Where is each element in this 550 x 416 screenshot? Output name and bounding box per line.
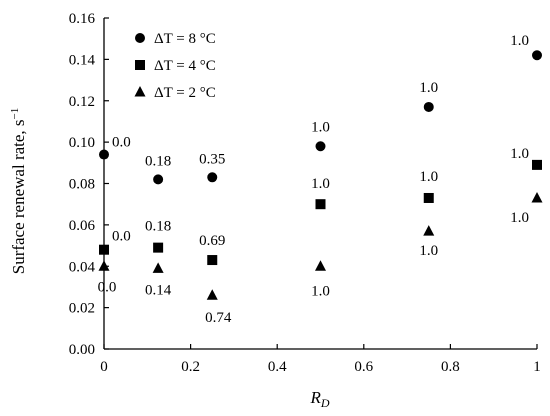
plot-area: 0.000.020.040.060.080.100.120.140.16 0 0.…	[69, 11, 543, 375]
triangle-marker	[423, 225, 435, 236]
y-tick-label: 0.12	[69, 94, 95, 110]
data-label: 0.18	[145, 153, 171, 169]
square-marker	[99, 244, 109, 255]
x-tick-label: 0.2	[181, 359, 200, 375]
y-axis-title-text: Surface renewal rate, s	[9, 119, 28, 274]
y-tick-label: 0.02	[69, 301, 95, 317]
data-label: 0.0	[112, 229, 131, 245]
data-marks	[98, 50, 543, 300]
y-axis-ticks: 0.00 0.02 0.04 0.06 0.08 0.10 0.12 0.14 0.16	[69, 11, 109, 358]
triangle-marker	[531, 191, 543, 203]
square-marker	[423, 192, 434, 203]
y-tick-label: 0.14	[69, 52, 96, 68]
data-label: 0.35	[199, 151, 225, 167]
data-label: 1.0	[311, 283, 330, 299]
x-axis-title-subscript: D	[320, 396, 330, 410]
data-label: 0.74	[205, 310, 232, 326]
data-label: 1.0	[311, 176, 330, 192]
legend-circle-marker	[135, 33, 145, 43]
y-tick-label: 0.00	[69, 342, 95, 358]
circle-marker	[153, 174, 164, 185]
y-tick-label: 0.08	[69, 177, 95, 193]
y-tick-label: 0.06	[69, 218, 96, 234]
square-marker	[532, 159, 542, 170]
legend: ΔT = 8 °C ΔT = 4 °C ΔT = 2 °C	[134, 31, 216, 101]
data-label: 1.0	[419, 243, 438, 259]
square-marker	[207, 255, 218, 266]
square-marker	[315, 199, 326, 210]
data-label: 1.0	[419, 169, 438, 185]
triangle-marker	[98, 260, 110, 271]
legend-label: ΔT = 8 °C	[154, 31, 216, 47]
data-label: 0.69	[199, 233, 225, 249]
data-label: 0.18	[145, 219, 171, 235]
x-axis-ticks: 0 0.2 0.4 0.6 0.8 1	[100, 344, 541, 375]
y-tick-label: 0.10	[69, 135, 95, 151]
data-label: 1.0	[510, 146, 529, 162]
y-axis-title: Surface renewal rate, s−1	[9, 108, 28, 275]
circle-marker	[207, 172, 218, 183]
triangle-marker	[315, 260, 326, 271]
circle-marker	[99, 149, 109, 160]
y-tick-label: 0.04	[69, 259, 96, 275]
x-tick-label: 1	[533, 359, 541, 375]
circle-marker	[532, 50, 542, 61]
x-axis-title: RD	[309, 388, 329, 410]
legend-triangle-marker	[134, 86, 146, 97]
triangle-marker	[206, 289, 218, 300]
data-label: 1.0	[419, 80, 438, 96]
legend-label: ΔT = 4 °C	[154, 58, 216, 74]
x-tick-label: 0.6	[354, 359, 373, 375]
legend-label: ΔT = 2 °C	[154, 85, 216, 101]
circle-marker	[315, 141, 326, 152]
data-label: 1.0	[510, 210, 529, 226]
x-tick-label: 0.8	[441, 359, 460, 375]
data-label: 1.0	[510, 33, 529, 49]
x-tick-label: 0	[100, 359, 108, 375]
data-label: 0.14	[145, 282, 172, 298]
legend-square-marker	[135, 60, 145, 70]
y-axis-title-superscript: −1	[9, 108, 21, 120]
data-label: 1.0	[311, 119, 330, 135]
data-labels: 0.0 0.18 0.35 1.0 1.0 1.0 0.0 0.18 0.69 1.0 1.0 1.0…	[98, 33, 529, 326]
triangle-marker	[152, 262, 164, 273]
y-tick-label: 0.16	[69, 11, 96, 27]
x-axis-title-text: R	[309, 388, 321, 407]
data-label: 0.0	[98, 279, 117, 295]
square-marker	[153, 242, 164, 253]
x-tick-label: 0.4	[268, 359, 287, 375]
circle-marker	[423, 101, 434, 112]
data-label: 0.0	[112, 135, 131, 151]
